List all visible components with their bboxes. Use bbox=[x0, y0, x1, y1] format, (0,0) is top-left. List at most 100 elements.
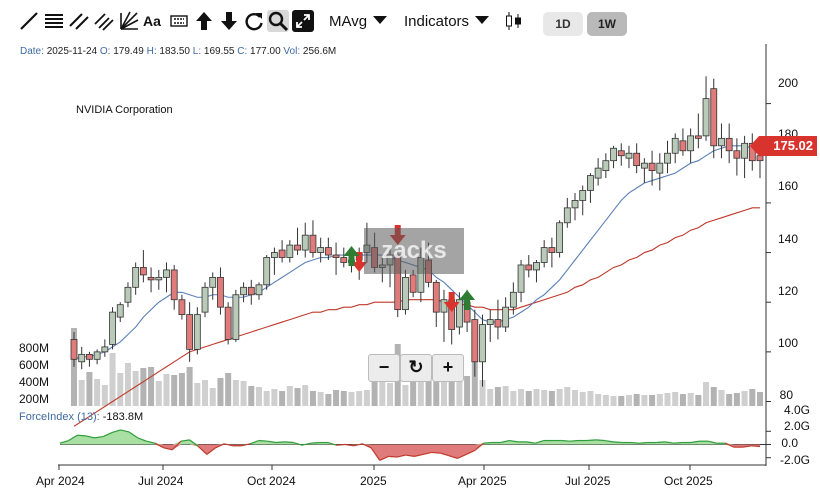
force-index-line bbox=[457, 453, 467, 459]
zacks-watermark: zacks bbox=[364, 228, 464, 274]
arrow-up-icon[interactable] bbox=[193, 10, 215, 32]
volume-tick-label: 600M bbox=[19, 358, 50, 372]
volume-tick-label: 200M bbox=[19, 392, 50, 406]
candle-body bbox=[617, 150, 625, 157]
volume-bar bbox=[279, 391, 286, 406]
candle-body bbox=[309, 234, 317, 253]
volume-bar bbox=[194, 383, 201, 406]
indicators-label: Indicators bbox=[404, 13, 470, 30]
candle-body bbox=[563, 207, 571, 224]
force-index-line bbox=[742, 445, 752, 448]
volume-bar bbox=[286, 386, 293, 406]
open-value: 179.49 bbox=[113, 46, 144, 57]
candle-body bbox=[594, 167, 602, 179]
period-1d-button[interactable]: 1D bbox=[543, 12, 583, 36]
force-index-line bbox=[656, 441, 665, 444]
volume-bar bbox=[186, 367, 193, 406]
volume-bar bbox=[340, 391, 347, 406]
volume-bar bbox=[71, 328, 77, 406]
candlestick-type-icon[interactable] bbox=[503, 10, 525, 32]
force-index-line bbox=[249, 439, 259, 445]
force-index-line bbox=[526, 441, 536, 444]
candle-body bbox=[556, 222, 563, 253]
zoom-out-button[interactable]: − bbox=[368, 354, 400, 382]
volume-bar bbox=[387, 383, 394, 406]
x-tick-label: Jul 2025 bbox=[565, 474, 611, 488]
indicators-dropdown[interactable]: Indicators bbox=[404, 13, 490, 30]
volume-bar bbox=[757, 392, 763, 406]
volume-bar bbox=[533, 389, 540, 406]
force-index-line bbox=[206, 447, 216, 455]
text-tool-icon[interactable]: Aa bbox=[143, 13, 161, 29]
force-index-line bbox=[673, 441, 683, 444]
horizontal-lines-icon[interactable] bbox=[43, 10, 65, 32]
candle-body bbox=[263, 257, 271, 286]
force-index-line bbox=[85, 435, 95, 439]
force-index-line bbox=[483, 441, 493, 444]
candle-body bbox=[718, 137, 725, 147]
candle-body bbox=[70, 339, 78, 360]
chevron-down-icon bbox=[373, 16, 388, 24]
force-index-line bbox=[128, 431, 139, 439]
force-index-line bbox=[630, 441, 640, 444]
candle-body bbox=[679, 140, 687, 152]
force-index-line bbox=[474, 442, 484, 451]
volume-bar bbox=[710, 387, 717, 406]
candle-body bbox=[656, 162, 664, 174]
force-negative-area bbox=[60, 444, 760, 461]
period-1w-button[interactable]: 1W bbox=[587, 12, 627, 36]
force-index-line bbox=[197, 446, 208, 455]
volume-bar bbox=[294, 388, 301, 406]
price-tick-label: 200 bbox=[777, 76, 798, 90]
volume-bar bbox=[679, 394, 686, 406]
volume-bar bbox=[240, 381, 247, 406]
force-index-line bbox=[189, 439, 199, 447]
open-key: O: bbox=[99, 46, 111, 57]
force-index-line bbox=[301, 442, 311, 446]
candle-body bbox=[486, 319, 494, 325]
volume-bar bbox=[148, 367, 155, 406]
volume-bar bbox=[471, 350, 478, 406]
candle-body bbox=[101, 346, 109, 353]
volume-bar bbox=[579, 392, 586, 406]
force-index-line bbox=[102, 432, 113, 438]
candle-body bbox=[209, 276, 217, 288]
volume-bar bbox=[402, 385, 409, 406]
line-draw-icon[interactable] bbox=[18, 10, 40, 32]
force-index-line bbox=[448, 455, 458, 459]
candle-body bbox=[332, 254, 340, 258]
zoom-reset-button[interactable]: ↻ bbox=[400, 354, 432, 382]
volume-bar bbox=[587, 391, 594, 406]
low-key: L: bbox=[192, 46, 202, 57]
candle-body bbox=[509, 291, 517, 308]
close-value: 177.00 bbox=[250, 46, 281, 57]
parallel-channel-icon[interactable] bbox=[68, 10, 90, 32]
low-value: 169.55 bbox=[203, 46, 235, 57]
force-index-line bbox=[509, 439, 519, 443]
volume-bar bbox=[163, 374, 170, 406]
zoom-in-button[interactable]: + bbox=[432, 354, 464, 382]
volume-bar bbox=[656, 394, 663, 406]
zoom-icon[interactable] bbox=[267, 10, 289, 32]
volume-bar bbox=[518, 389, 525, 406]
x-tick-label: Oct 2024 bbox=[247, 474, 296, 488]
volume-bar bbox=[217, 378, 224, 406]
volume-bar bbox=[348, 392, 355, 406]
fib-lines-icon[interactable] bbox=[93, 10, 115, 32]
volume-bar bbox=[302, 385, 309, 406]
volume-bar bbox=[718, 390, 725, 406]
candle-body bbox=[710, 88, 718, 147]
arrow-down-icon[interactable] bbox=[218, 10, 240, 32]
expand-icon[interactable] bbox=[292, 10, 314, 32]
candle-body bbox=[193, 314, 201, 350]
fan-icon[interactable] bbox=[118, 10, 140, 32]
pattern-icon[interactable] bbox=[168, 10, 190, 32]
refresh-icon[interactable] bbox=[243, 10, 265, 32]
candle-body bbox=[93, 351, 101, 360]
candle-body bbox=[602, 160, 610, 172]
volume-right-tick-label: 4.0G bbox=[783, 403, 810, 417]
mavg-dropdown[interactable]: MAvg bbox=[329, 13, 388, 30]
volume-bar bbox=[703, 382, 710, 406]
candle-body bbox=[533, 262, 540, 271]
candle-body bbox=[278, 249, 286, 258]
